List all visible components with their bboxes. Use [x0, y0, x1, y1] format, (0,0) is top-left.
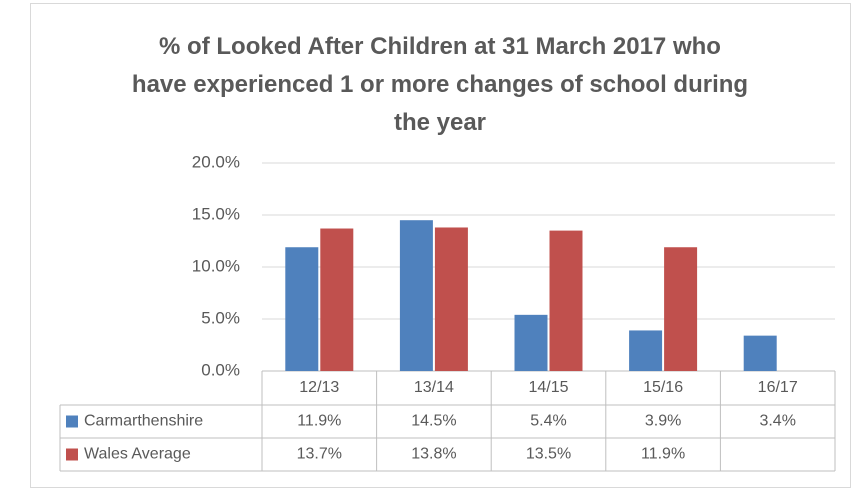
bar: [549, 230, 583, 371]
bar: [434, 227, 468, 371]
table-value: 11.9%: [641, 446, 685, 463]
x-tick-label: 13/14: [414, 379, 454, 396]
y-tick-label: 0.0%: [201, 360, 240, 379]
table-value: 14.5%: [411, 413, 456, 430]
table-value: 13.8%: [411, 446, 456, 463]
x-tick-label: 16/17: [758, 379, 798, 396]
bar: [320, 228, 354, 371]
legend-key: [66, 448, 78, 461]
legend-label: Wales Average: [84, 446, 191, 463]
legend-label: Carmarthenshire: [84, 413, 203, 430]
bar: [514, 314, 548, 371]
table-value: 3.4%: [759, 413, 795, 430]
y-tick-label: 15.0%: [192, 204, 240, 223]
x-tick-label: 12/13: [299, 379, 339, 396]
table-value: 5.4%: [530, 413, 566, 430]
table-value: 11.9%: [297, 413, 341, 430]
x-tick-label: 14/15: [528, 379, 568, 396]
chart-title: % of Looked After Children at 31 March 2…: [131, 33, 749, 136]
bar: [399, 220, 433, 371]
x-tick-label: 15/16: [643, 379, 683, 396]
table-value: 13.5%: [526, 446, 571, 463]
bar: [285, 247, 319, 371]
legend-key: [66, 415, 78, 428]
table-value: 13.7%: [297, 446, 342, 463]
y-tick-label: 10.0%: [192, 256, 240, 275]
y-tick-label: 5.0%: [201, 308, 240, 327]
chart-border: [30, 3, 851, 488]
y-tick-label: 20.0%: [192, 152, 240, 171]
table-value: 3.9%: [645, 413, 681, 430]
bar: [664, 247, 698, 371]
bar: [629, 330, 663, 371]
bar: [743, 335, 777, 371]
